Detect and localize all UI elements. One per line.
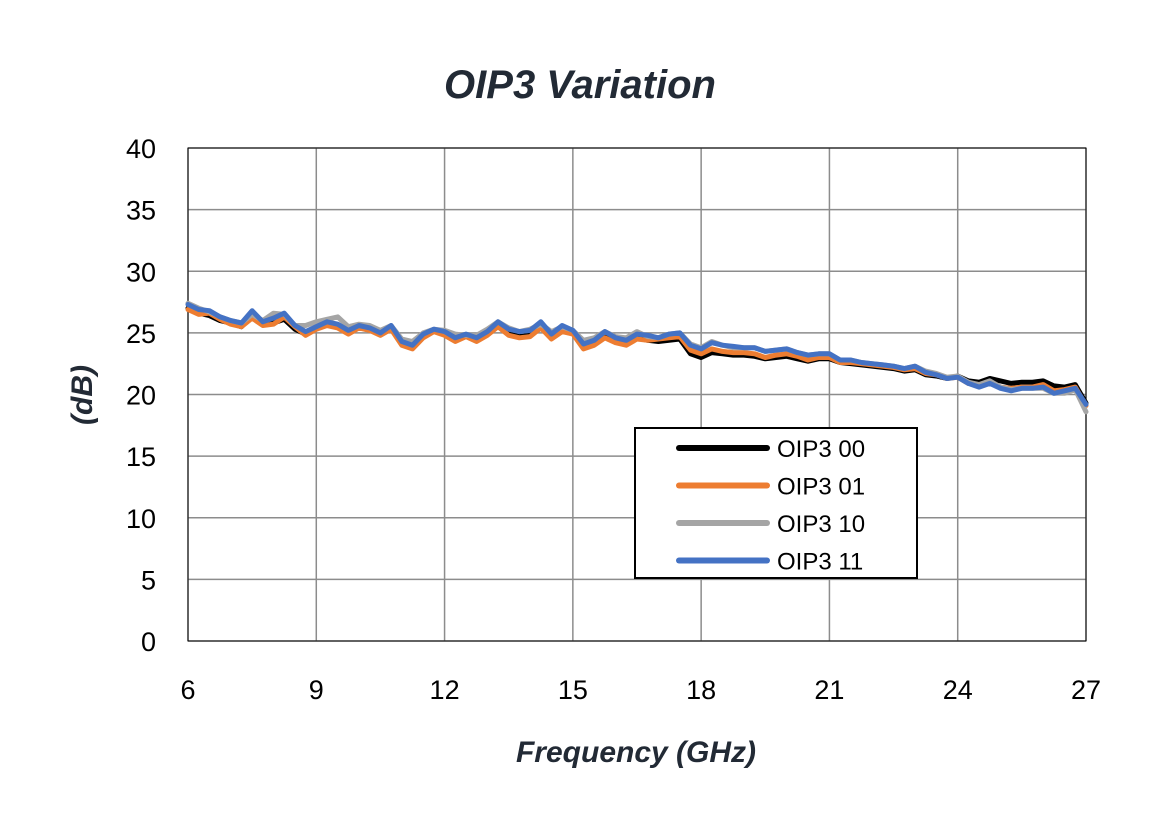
x-tick-label: 9 [309, 675, 324, 705]
x-tick-label: 12 [430, 675, 460, 705]
tick-labels: 0 5 10 15 20 25 30 35 40 6 9 12 15 18 21 24 27 [126, 134, 1101, 705]
x-tick-label: 15 [558, 675, 588, 705]
legend-label: OIP3 01 [777, 474, 865, 501]
y-tick-label: 5 [141, 565, 156, 595]
y-tick-label: 20 [126, 381, 156, 411]
legend: OIP3 00 OIP3 01 OIP3 10 OIP3 11 [634, 427, 918, 579]
x-tick-label: 24 [943, 675, 973, 705]
x-tick-label: 27 [1071, 675, 1101, 705]
y-tick-label: 10 [126, 504, 156, 534]
plot-area-frame [187, 147, 1087, 642]
chart-title: OIP3 Variation [444, 63, 716, 107]
series-layer [185, 300, 1089, 415]
y-tick-label: 35 [126, 196, 156, 226]
y-tick-label: 15 [126, 442, 156, 472]
y-tick-label: 0 [141, 627, 156, 657]
y-tick-label: 25 [126, 319, 156, 349]
x-tick-label: 18 [686, 675, 716, 705]
y-tick-label: 40 [126, 134, 156, 164]
legend-label: OIP3 11 [777, 549, 863, 576]
x-axis-title: Frequency (GHz) [516, 736, 756, 769]
y-tick-label: 30 [126, 257, 156, 287]
x-tick-label: 6 [180, 675, 195, 705]
legend-box [634, 427, 918, 579]
x-tick-label: 21 [814, 675, 844, 705]
y-axis-title: (dB) [66, 365, 99, 425]
series-line-oip3-11 [185, 302, 1089, 407]
legend-label: OIP3 10 [777, 511, 865, 538]
legend-label: OIP3 00 [777, 436, 865, 463]
